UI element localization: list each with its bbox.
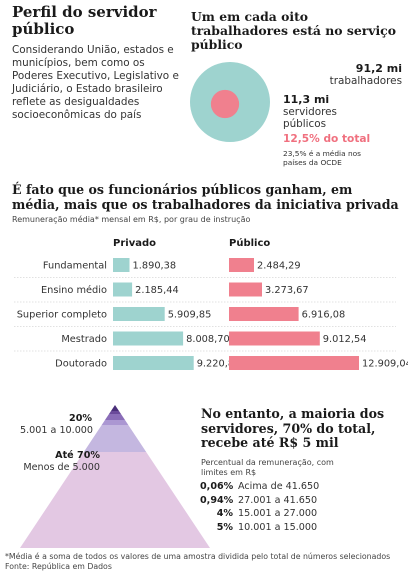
ratio-legend: 91,2 mi trabalhadores 11,3 mi servidores… [272, 62, 404, 167]
share-label: 12,5% do total [283, 132, 371, 145]
tier-label-20: 20% 5.001 a 10.000 [20, 413, 120, 437]
category-label: Fundamental [43, 261, 107, 272]
series-header-1: Público [229, 237, 270, 249]
bar-value-label: 2.484,29 [257, 261, 301, 272]
total-value: 91,2 mi [355, 62, 402, 75]
bar-value-label: 2.185,44 [135, 285, 179, 296]
bar-value-label: 5.909,85 [168, 310, 212, 321]
pyramid-tier [101, 420, 129, 425]
bar-privado [113, 307, 165, 321]
bar-publico [229, 331, 320, 346]
public-label: servidores públicos [283, 105, 337, 131]
profile-description: Considerando União, estados e municípios… [12, 44, 179, 121]
bar-value-label: 12.909,04 [362, 359, 408, 370]
legend-range: 27.001 a 41.650 [238, 494, 318, 506]
pyramid-legend-title: Percentual da remuneração, com limites e… [201, 458, 334, 477]
tier-range: Menos de 5.000 [23, 462, 100, 473]
bar-publico [229, 356, 359, 370]
category-label: Doutorado [55, 359, 107, 370]
legend-range: Acima de 41.650 [238, 481, 320, 492]
pyramid-tier [20, 452, 210, 548]
pyramid-title: No entanto, a maioria dos servidores, 70… [201, 406, 385, 450]
bar-value-label: 9.220,85 [197, 359, 241, 370]
legend-share: 0,06% [200, 481, 234, 492]
legend-range: 15.001 a 27.000 [238, 508, 318, 519]
legend-share: 4% [216, 508, 233, 519]
legend-share: 5% [216, 521, 233, 533]
tier-share: Até 70% [55, 450, 100, 461]
bar-publico [229, 258, 254, 272]
salary-pyramid-chart [20, 405, 210, 548]
salary-chart-title: É fato que os funcionários públicos ganh… [12, 182, 399, 212]
footnote-note: *Média é a soma de todos os valores de u… [5, 552, 391, 561]
bar-value-label: 6.916,08 [302, 310, 346, 321]
category-label: Mestrado [61, 334, 107, 345]
pyramid-tier [105, 414, 125, 420]
pyramid-tier [109, 411, 121, 414]
series-header-0: Privado [113, 238, 156, 249]
bar-value-label: 1.890,38 [133, 261, 177, 272]
bar-value-label: 9.012,54 [323, 334, 367, 345]
footnote: *Média é a soma de todos os valores de u… [5, 552, 405, 572]
salary-bar-chart: Privado Público Fundamental 1.890,38 2.484,2… [14, 237, 408, 370]
tier-range: 5.001 a 10.000 [20, 425, 94, 436]
pyramid-tier [111, 405, 119, 411]
profile-title: Perfil do servidor público [12, 3, 157, 38]
legend-range: 10.001 a 15.000 [238, 521, 318, 533]
bar-privado [113, 258, 130, 272]
ratio-title: Um em cada oito trabalhadores está no se… [191, 9, 396, 52]
pyramid-tier [83, 425, 147, 452]
bar-publico [229, 307, 299, 321]
bar-value-label: 3.273,67 [265, 285, 309, 296]
total-label: trabalhadores [329, 75, 402, 87]
tier-share: 20% [69, 413, 92, 424]
bar-publico [229, 282, 262, 297]
bar-privado [113, 331, 184, 346]
legend-share: 0,94% [200, 494, 234, 506]
ratio-circle-chart [190, 62, 270, 142]
category-label: Superior completo [17, 310, 107, 321]
public-servants-circle [210, 89, 240, 119]
public-value: 11,3 mi [283, 92, 330, 106]
category-label: Ensino médio [41, 284, 107, 296]
salary-chart-subtitle: Remuneração média* mensal em R$, por gra… [12, 215, 251, 224]
bar-value-label: 8.008,70 [186, 334, 230, 345]
tier-label-70: Até 70% Menos de 5.000 [20, 450, 100, 474]
bar-privado [113, 356, 194, 370]
footnote-source: Fonte: República em Dados [5, 562, 112, 571]
bar-privado [113, 282, 133, 297]
ocde-note: 23,5% é a média nos países da OCDE [283, 148, 362, 167]
